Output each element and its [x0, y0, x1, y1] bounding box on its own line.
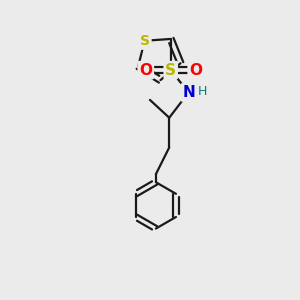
Text: H: H — [197, 85, 207, 98]
Text: S: S — [140, 34, 150, 48]
Text: O: O — [139, 63, 152, 78]
Text: S: S — [165, 63, 176, 78]
Text: O: O — [189, 63, 202, 78]
Text: N: N — [182, 85, 195, 100]
